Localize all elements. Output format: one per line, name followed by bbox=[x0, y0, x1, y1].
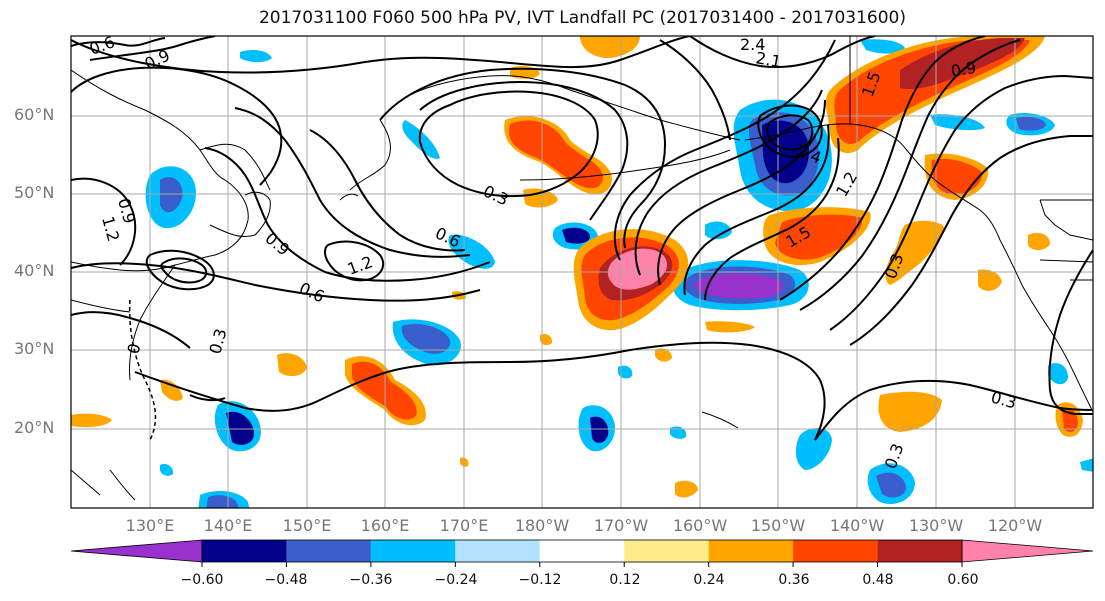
longitude-label: 160°W bbox=[672, 516, 728, 535]
negative-anomaly-region bbox=[670, 426, 687, 439]
positive-anomaly-region bbox=[775, 214, 863, 260]
longitude-label: 150°E bbox=[282, 516, 332, 535]
positive-anomaly-region bbox=[655, 348, 672, 362]
positive-anomaly-region bbox=[978, 269, 1002, 291]
negative-anomaly-region bbox=[762, 120, 809, 184]
positive-anomaly-region bbox=[523, 188, 558, 208]
colorbar-tick-label: 0.48 bbox=[862, 572, 894, 588]
negative-anomaly-region bbox=[401, 323, 451, 354]
longitude-label: 130°E bbox=[125, 516, 175, 535]
negative-anomaly-region bbox=[1048, 363, 1068, 385]
colorbar-tick-label: −0.48 bbox=[264, 572, 308, 588]
pv-contours bbox=[71, 36, 1093, 441]
positive-anomaly-region bbox=[878, 391, 942, 432]
negative-anomaly-region bbox=[226, 411, 255, 445]
latitude-label: 20°N bbox=[14, 418, 55, 437]
contour-label: 0 bbox=[124, 341, 145, 356]
negative-anomaly-region bbox=[562, 227, 590, 244]
negative-anomaly-region bbox=[402, 120, 440, 159]
colorbar-tick-label: 0.60 bbox=[947, 572, 979, 588]
latitude-label: 60°N bbox=[14, 105, 55, 124]
positive-anomaly-region bbox=[540, 333, 553, 346]
longitude-label: 180°W bbox=[514, 516, 570, 535]
positive-anomaly-region bbox=[352, 361, 417, 420]
colorbar-tick-label: −0.12 bbox=[518, 572, 562, 588]
negative-anomaly-region bbox=[694, 273, 784, 299]
longitude-label: 150°W bbox=[750, 516, 806, 535]
negative-anomaly-region bbox=[240, 50, 272, 63]
positive-anomaly-region bbox=[705, 321, 755, 333]
pv-anomaly-shading bbox=[71, 36, 1093, 508]
positive-anomaly-region bbox=[160, 379, 183, 401]
map-title: 2017031100 F060 500 hPa PV, IVT Landfall… bbox=[258, 8, 906, 28]
contour-label: 2.1 bbox=[754, 48, 782, 71]
positive-anomaly-region bbox=[1028, 232, 1050, 251]
map-frame bbox=[70, 35, 1094, 509]
positive-anomaly-region bbox=[580, 36, 640, 58]
longitude-label: 130°W bbox=[908, 516, 964, 535]
negative-anomaly-region bbox=[618, 365, 633, 379]
negative-anomaly-region bbox=[448, 234, 495, 269]
negative-anomaly-region bbox=[160, 177, 183, 213]
contour-label: 2.4 bbox=[740, 35, 765, 54]
negative-anomaly-region bbox=[930, 114, 985, 131]
colorbar-tick-label: −0.60 bbox=[180, 572, 224, 588]
longitude-label: 140°E bbox=[203, 516, 253, 535]
negative-anomaly-region bbox=[705, 221, 732, 240]
colorbar-tick-label: 0.24 bbox=[693, 572, 725, 588]
negative-anomaly-region bbox=[860, 39, 905, 54]
positive-anomaly-region bbox=[277, 353, 307, 377]
negative-anomaly-region bbox=[876, 472, 906, 498]
longitude-label: 170°E bbox=[439, 516, 489, 535]
latitude-label: 30°N bbox=[14, 339, 55, 358]
positive-anomaly-region bbox=[931, 158, 983, 195]
latitude-label: 40°N bbox=[14, 261, 55, 280]
latitude-label: 50°N bbox=[14, 183, 55, 202]
negative-anomaly-region bbox=[160, 464, 174, 476]
colorbar-tick-label: −0.36 bbox=[349, 572, 393, 588]
positive-anomaly-region bbox=[675, 480, 698, 498]
longitude-label: 140°W bbox=[829, 516, 885, 535]
graticule bbox=[71, 36, 1093, 508]
colorbar-tick-label: −0.24 bbox=[434, 572, 478, 588]
longitude-label: 160°E bbox=[360, 516, 410, 535]
colorbar-tick-label: 0.36 bbox=[778, 572, 810, 588]
longitude-label: 120°W bbox=[987, 516, 1043, 535]
positive-anomaly-region bbox=[71, 413, 112, 428]
colorbar-tick-label: 0.12 bbox=[609, 572, 641, 588]
contour-label: 0.9 bbox=[949, 58, 977, 81]
negative-anomaly-region bbox=[590, 416, 609, 443]
negative-anomaly-region bbox=[1016, 116, 1046, 131]
positive-anomaly-region bbox=[885, 220, 945, 285]
coastlines bbox=[71, 36, 1093, 501]
negative-anomaly-region bbox=[795, 428, 832, 470]
negative-anomaly-region bbox=[206, 495, 238, 508]
negative-anomaly-region bbox=[1080, 458, 1093, 472]
longitude-label: 170°W bbox=[593, 516, 649, 535]
